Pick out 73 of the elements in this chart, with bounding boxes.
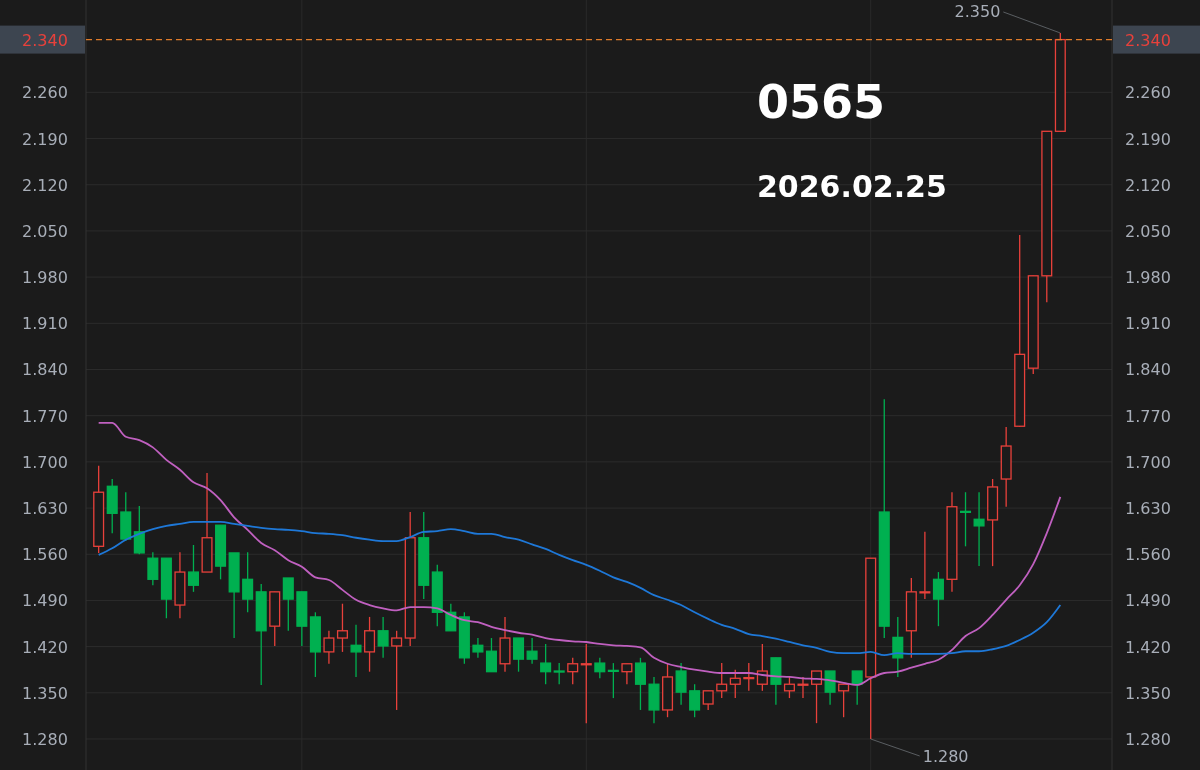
candlestick	[187, 544, 200, 593]
y-tick-label: 1.630	[22, 499, 68, 519]
candlestick	[377, 616, 389, 659]
text: 2.340	[22, 30, 68, 50]
y2-tick-label: 2.050	[1125, 221, 1171, 241]
y2-tick-label: 1.980	[1125, 268, 1171, 288]
candlestick	[851, 670, 863, 706]
candlestick	[959, 491, 972, 547]
candlestick	[932, 571, 944, 627]
candlestick	[756, 643, 768, 692]
y2-tick-label: 2.190	[1125, 129, 1171, 149]
candlestick	[973, 491, 985, 567]
annotation: 1.280	[922, 746, 969, 766]
y-tick-label: 1.280	[22, 729, 68, 749]
y2-tick-label: 1.700	[1125, 452, 1171, 472]
y2-tick-label: 1.350	[1125, 683, 1171, 703]
candlestick	[242, 551, 254, 613]
candlestick	[282, 577, 294, 632]
y2-tick-label: 1.630	[1125, 499, 1171, 519]
candlestick	[526, 637, 538, 665]
y-tick-label: 1.770	[22, 406, 68, 426]
candlestick	[472, 637, 484, 659]
candlestick	[580, 643, 592, 724]
candlestick	[540, 643, 552, 685]
text: 0565	[757, 75, 886, 129]
y2-tick-label: 1.420	[1125, 637, 1171, 657]
candlestick	[675, 662, 687, 706]
candlestick	[553, 662, 565, 685]
candlestick	[729, 669, 741, 699]
y2-tick-label: 1.770	[1125, 406, 1171, 426]
y-tick-label: 1.560	[22, 545, 68, 565]
y-tick-label: 1.490	[22, 591, 68, 611]
y2-tick-label: 2.120	[1125, 175, 1171, 195]
y-tick-label: 1.700	[22, 452, 68, 472]
text: 2026.02.25	[757, 169, 947, 204]
annotation: 2.350	[954, 1, 1001, 21]
y2-tick-label: 1.560	[1125, 545, 1171, 565]
candlestick	[485, 637, 497, 673]
candlestick	[336, 603, 348, 653]
candlestick	[702, 690, 714, 711]
candlestick	[716, 662, 728, 699]
y-tick-label: 2.120	[22, 175, 68, 195]
y-tick-label: 1.350	[22, 683, 68, 703]
candlestick	[567, 657, 579, 685]
y-tick-label: 1.420	[22, 637, 68, 657]
candlestick	[594, 657, 606, 679]
candlestick	[783, 676, 795, 699]
y-tick-label: 1.980	[22, 268, 68, 288]
candlestick	[621, 663, 633, 685]
y2-tick-label: 1.840	[1125, 360, 1171, 380]
y2-tick-label: 1.910	[1125, 314, 1171, 334]
candlestick	[919, 531, 931, 600]
candlestick	[391, 630, 403, 711]
candlestick	[743, 662, 755, 692]
candlestick	[607, 662, 619, 699]
y2-tick-label: 1.490	[1125, 591, 1171, 611]
y-tick-label: 2.050	[22, 221, 68, 241]
y-tick-label: 1.910	[22, 314, 68, 334]
y-tick-label: 2.190	[22, 129, 68, 149]
candlestick	[824, 670, 836, 706]
candlestick	[689, 683, 701, 718]
y-tick-label: 2.260	[22, 83, 68, 103]
candlestick	[364, 616, 376, 673]
ref-line-label: 2.340	[1125, 30, 1171, 50]
candlestick	[513, 637, 525, 673]
candlestick	[350, 624, 362, 678]
y-tick-label: 1.840	[22, 360, 68, 380]
candlestick	[323, 630, 335, 665]
candlestick	[147, 551, 159, 586]
y2-tick-label: 2.260	[1125, 83, 1171, 103]
candlestick	[634, 657, 646, 711]
y2-tick-label: 1.280	[1125, 729, 1171, 749]
line-series	[97, 521, 1062, 657]
